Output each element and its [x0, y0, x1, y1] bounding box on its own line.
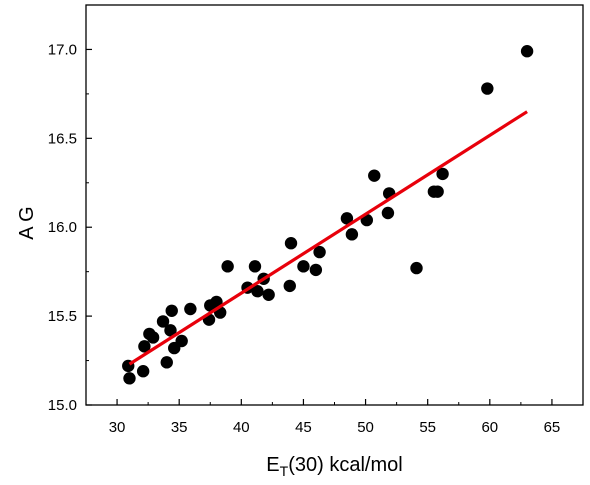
x-tick-label: 60: [481, 419, 498, 436]
data-point: [431, 185, 444, 198]
data-point: [481, 82, 494, 95]
data-point: [146, 331, 160, 344]
data-points: [122, 45, 534, 385]
data-point: [436, 167, 449, 181]
data-point: [184, 302, 197, 316]
data-point: [284, 237, 298, 250]
y-tick-label: 15.5: [48, 308, 77, 325]
data-point: [345, 228, 359, 241]
x-tick-label: 45: [295, 419, 312, 436]
x-tick-label: 35: [171, 419, 188, 436]
data-point: [313, 245, 326, 259]
y-tick-labels: 15.0 15.5 16.0 16.5 17.0: [48, 41, 77, 414]
data-point: [248, 260, 262, 273]
data-point: [210, 295, 223, 309]
y-axis-title: A G: [16, 206, 38, 239]
x-tick-label: 50: [357, 419, 374, 436]
data-point: [175, 334, 188, 348]
x-axis-ticks: [85, 399, 584, 405]
y-tick-label: 16.0: [48, 219, 77, 236]
x-axis-title-subscript: T: [280, 463, 289, 479]
x-axis-title-rest: (30) kcal/mol: [288, 454, 402, 476]
y-axis-ticks: [86, 4, 92, 406]
data-point: [381, 206, 395, 220]
x-tick-labels: 30 35 40 45 50 55 60 65: [109, 419, 561, 436]
data-point: [160, 356, 173, 369]
fit-line: [128, 110, 528, 366]
x-tick-label: 40: [233, 419, 250, 436]
y-tick-label: 17.0: [48, 41, 77, 58]
data-point: [221, 260, 234, 273]
data-point: [156, 315, 170, 328]
data-point: [283, 279, 296, 293]
data-point: [138, 340, 151, 353]
data-point: [410, 261, 423, 275]
data-point: [297, 260, 310, 273]
data-point: [340, 212, 354, 225]
data-point: [251, 285, 264, 298]
data-point: [309, 263, 323, 277]
plot-frame: [85, 4, 584, 406]
data-point: [165, 304, 178, 317]
data-point: [368, 169, 381, 182]
data-point: [520, 45, 534, 58]
data-point: [164, 324, 177, 337]
y-tick-label: 16.5: [48, 130, 77, 147]
y-tick-label: 15.0: [48, 397, 77, 414]
x-axis-title-main: E: [266, 454, 279, 476]
x-axis-title: ET(30) kcal/mol: [266, 454, 402, 479]
data-point: [262, 288, 275, 301]
data-point: [123, 372, 136, 385]
data-point: [136, 365, 150, 378]
x-tick-label: 55: [419, 419, 436, 436]
x-tick-label: 65: [544, 419, 561, 436]
x-tick-label: 30: [109, 419, 126, 436]
